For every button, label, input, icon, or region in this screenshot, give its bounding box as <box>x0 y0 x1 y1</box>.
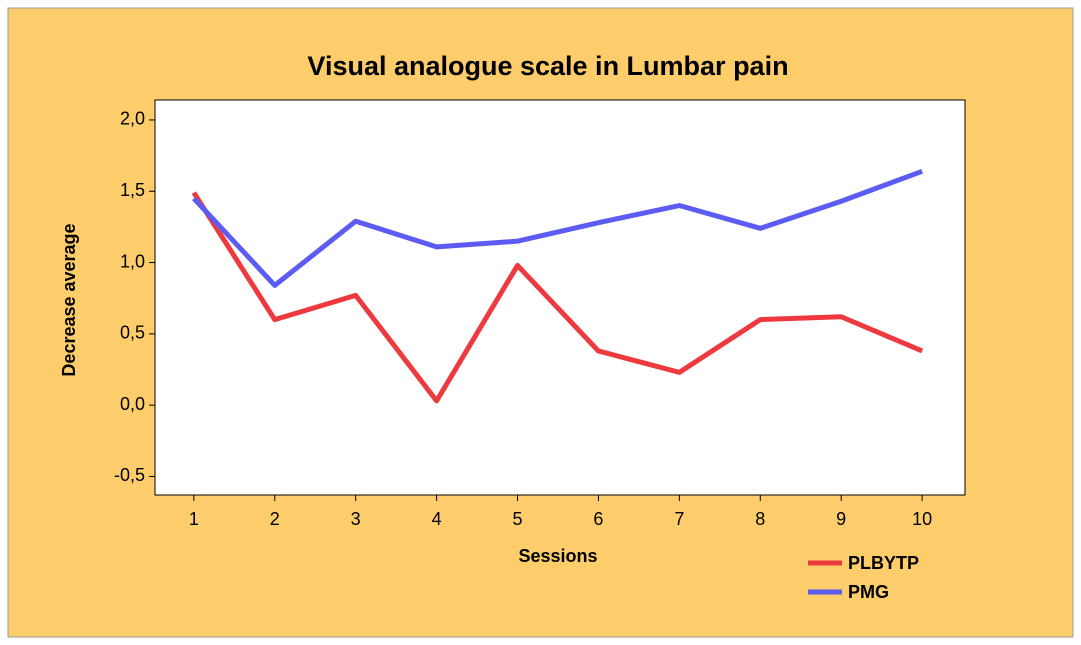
series-line <box>191 191 924 404</box>
x-tick-label: 1 <box>189 509 199 529</box>
x-tick-label: 10 <box>912 509 932 529</box>
y-tick-label: 2,0 <box>120 109 145 129</box>
legend-label: PLBYTP <box>848 553 919 573</box>
x-axis-label: Sessions <box>518 546 597 566</box>
x-tick-label: 3 <box>351 509 361 529</box>
y-tick-label: 1,5 <box>120 180 145 200</box>
y-tick-label: 1,0 <box>120 251 145 271</box>
y-axis-label: Decrease average <box>59 223 79 376</box>
x-tick-label: 5 <box>513 509 523 529</box>
x-tick-label: 7 <box>674 509 684 529</box>
series-line <box>192 168 923 288</box>
plot-area <box>154 99 966 496</box>
x-tick-label: 2 <box>270 509 280 529</box>
x-tick-label: 6 <box>593 509 603 529</box>
y-tick-label: 0,5 <box>120 323 145 343</box>
y-tick-label: -0,5 <box>114 465 145 485</box>
y-tick-label: 0,0 <box>120 394 145 414</box>
chart-title: Visual analogue scale in Lumbar pain <box>307 51 788 81</box>
x-tick-label: 4 <box>432 509 442 529</box>
legend-label: PMG <box>848 582 889 602</box>
x-tick-label: 9 <box>836 509 846 529</box>
x-tick-label: 8 <box>755 509 765 529</box>
